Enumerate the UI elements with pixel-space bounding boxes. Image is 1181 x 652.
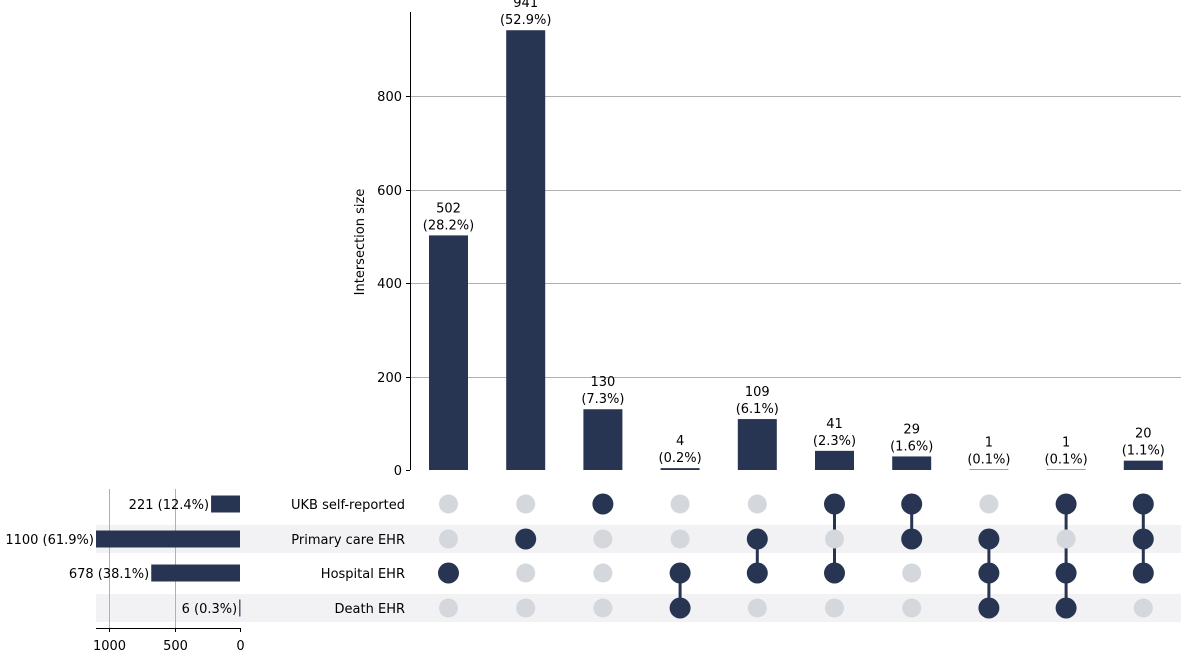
set-size-label: 678 (38.1%)	[69, 567, 149, 582]
set-size-bar	[211, 495, 240, 513]
intersection-bar	[1123, 460, 1163, 470]
intersection-bar	[815, 450, 854, 470]
y-tick-label: 800	[377, 90, 402, 105]
matrix-dot-active	[438, 562, 459, 584]
bar-percent-label: (7.3%)	[581, 392, 624, 407]
bar-count-label: 1	[1062, 436, 1070, 451]
matrix-dot-inactive	[593, 563, 613, 583]
matrix-dot-inactive	[825, 598, 844, 618]
set-size-bar	[96, 530, 240, 548]
membership-matrix	[438, 493, 1154, 619]
matrix-dot-inactive	[516, 494, 536, 514]
matrix-dot-inactive	[1133, 598, 1153, 618]
set-size-tick-label: 1000	[93, 639, 126, 652]
matrix-dot-active	[824, 562, 845, 584]
matrix-dot-active	[669, 597, 691, 619]
matrix-dot-active	[669, 562, 691, 584]
matrix-dot-inactive	[747, 494, 767, 514]
intersection-bars	[429, 30, 1163, 470]
bar-count-label: 41	[826, 417, 843, 432]
matrix-dot-inactive	[439, 598, 458, 618]
bar-percent-label: (2.3%)	[813, 434, 856, 449]
intersection-bar	[892, 456, 932, 470]
set-size-label: 221 (12.4%)	[129, 498, 209, 513]
matrix-dot-inactive	[516, 598, 536, 618]
bar-count-label: 29	[903, 422, 920, 437]
intersection-bar	[583, 409, 623, 470]
intersection-bar	[660, 468, 700, 470]
set-names: UKB self-reported Primary care EHR Hospita…	[291, 498, 405, 617]
bar-labels: 502 (28.2%) 941 (52.9%) 130 (7.3%) 4 (0.2%) 109 (…	[423, 0, 1165, 468]
matrix-row-stripes	[96, 525, 1181, 622]
matrix-dot-active	[1055, 562, 1077, 584]
bar-percent-label: (0.2%)	[659, 451, 702, 466]
matrix-dot-inactive	[670, 529, 690, 549]
set-size-label: 6 (0.3%)	[182, 602, 238, 617]
bar-percent-label: (28.2%)	[423, 218, 474, 233]
bar-count-label: 4	[676, 434, 684, 449]
y-tick-label: 400	[377, 277, 402, 292]
matrix-row-stripe	[96, 594, 1181, 622]
set-name-label: Hospital EHR	[321, 567, 405, 582]
matrix-dot-active	[901, 528, 923, 550]
matrix-dot-active	[901, 493, 923, 515]
bar-percent-label: (1.1%)	[1122, 444, 1165, 459]
matrix-dot-inactive	[439, 529, 458, 549]
bar-count-label: 20	[1135, 427, 1152, 442]
matrix-dot-active	[515, 528, 537, 550]
bar-count-label: 1	[985, 436, 993, 451]
bar-count-label: 502	[436, 201, 461, 216]
matrix-dot-active	[978, 597, 1000, 619]
bar-percent-label: (52.9%)	[500, 13, 551, 28]
matrix-dot-active	[746, 562, 768, 584]
matrix-dot-inactive	[670, 494, 690, 514]
set-size-bar	[239, 599, 241, 617]
matrix-dot-active	[1132, 562, 1154, 584]
matrix-dot-inactive	[979, 494, 999, 514]
matrix-dot-inactive	[516, 563, 536, 583]
bar-percent-label: (1.6%)	[890, 439, 933, 454]
intersection-bar	[737, 419, 777, 470]
bar-percent-label: (0.1%)	[967, 453, 1010, 468]
bar-count-label: 109	[745, 385, 770, 400]
bar-count-label: 941	[513, 0, 538, 11]
bar-percent-label: (6.1%)	[736, 402, 779, 417]
matrix-dot-inactive	[439, 494, 458, 514]
matrix-dot-active	[1055, 597, 1077, 619]
matrix-dot-active	[1132, 493, 1154, 515]
y-tick-label: 0	[394, 464, 402, 479]
set-size-bars: 1000 500 0 221 (12.4%) 1100 (61.9%) 678 (38.1…	[5, 489, 245, 652]
matrix-dot-active	[978, 562, 1000, 584]
matrix-dot-active	[746, 528, 768, 550]
matrix-dot-active	[824, 493, 845, 515]
matrix-dot-inactive	[593, 598, 613, 618]
set-name-label: Death EHR	[335, 602, 405, 617]
intersection-bar	[506, 30, 546, 470]
matrix-dot-active	[1132, 528, 1154, 550]
matrix-dot-inactive	[1056, 529, 1076, 549]
set-size-bar	[151, 564, 240, 582]
set-name-label: UKB self-reported	[291, 498, 405, 513]
matrix-dot-active	[1055, 493, 1077, 515]
y-axis-label: Intersection size	[353, 189, 368, 296]
matrix-dot-inactive	[593, 529, 613, 549]
set-size-label: 1100 (61.9%)	[5, 533, 94, 548]
bar-percent-label: (0.1%)	[1045, 453, 1088, 468]
matrix-dot-inactive	[825, 529, 844, 549]
set-size-tick-label: 0	[236, 639, 244, 652]
y-axis: Intersection size 0 200 400 600 800	[353, 12, 411, 479]
bar-count-label: 130	[590, 375, 615, 390]
matrix-dot-active	[592, 493, 614, 515]
matrix-dot-inactive	[902, 563, 922, 583]
matrix-dot-inactive	[747, 598, 767, 618]
matrix-row-stripe	[96, 525, 1181, 553]
intersection-bar	[429, 235, 468, 470]
matrix-dot-active	[978, 528, 1000, 550]
y-tick-label: 200	[377, 371, 402, 386]
set-size-tick-label: 500	[163, 639, 188, 652]
set-name-label: Primary care EHR	[291, 533, 405, 548]
matrix-dot-inactive	[902, 598, 922, 618]
y-tick-label: 600	[377, 184, 402, 199]
